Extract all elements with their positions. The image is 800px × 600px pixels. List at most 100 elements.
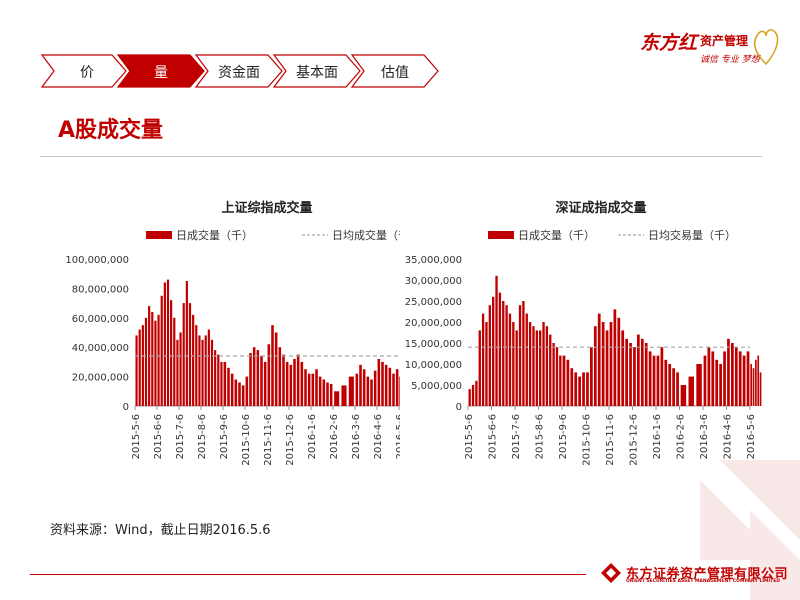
chart-title: 上证综指成交量 <box>221 200 312 216</box>
volume-bar <box>220 361 223 406</box>
y-tick-label: 40,000,000 <box>72 343 129 354</box>
x-tick-label: 2015-5-6 <box>464 414 475 459</box>
x-tick-label: 2015-7-6 <box>511 414 522 459</box>
volume-bar <box>198 335 201 406</box>
volume-bar <box>151 311 154 406</box>
nav-arrow-valuation <box>350 54 439 88</box>
volume-bar <box>249 353 252 406</box>
volume-bar <box>381 361 384 406</box>
volume-bar <box>238 382 241 406</box>
volume-bar <box>593 326 597 406</box>
volume-bar <box>492 296 495 406</box>
volume-bar <box>274 332 278 406</box>
volume-bar <box>373 370 377 406</box>
volume-bar <box>711 351 715 406</box>
volume-bar <box>348 376 354 406</box>
x-tick-label: 2015-7-6 <box>175 414 186 459</box>
volume-bar <box>502 301 505 406</box>
volume-bar <box>210 339 214 406</box>
volume-bar <box>223 361 227 406</box>
volume-bar <box>601 322 605 406</box>
volume-bar <box>727 338 730 406</box>
x-tick-label: 2015-9-6 <box>219 414 230 459</box>
volume-bar <box>637 334 640 406</box>
volume-bar <box>241 385 245 406</box>
y-tick-label: 30,000,000 <box>405 276 462 287</box>
volume-bar <box>676 372 679 406</box>
volume-bar <box>252 347 256 406</box>
volume-bar <box>192 314 195 406</box>
volume-bar <box>214 350 217 406</box>
x-tick-label: 2016-5-6 <box>395 414 400 459</box>
volume-bar <box>715 359 719 406</box>
volume-bar <box>552 343 555 406</box>
x-tick-label: 2015-12-6 <box>285 414 296 466</box>
x-tick-label: 2015-11-6 <box>263 414 274 466</box>
volume-bar <box>478 330 481 406</box>
y-tick-label: 20,000,000 <box>72 373 129 384</box>
volume-bar <box>574 372 578 406</box>
volume-bar <box>539 330 542 406</box>
volume-bar <box>707 347 711 406</box>
volume-bar <box>688 376 694 406</box>
nav-item-price[interactable]: 价 <box>80 65 94 81</box>
volume-bar <box>508 313 512 406</box>
volume-bar <box>648 351 652 406</box>
volume-bar <box>629 343 632 406</box>
x-tick-label: 2016-2-6 <box>676 414 687 459</box>
legend-bar-swatch <box>488 231 514 239</box>
volume-bar <box>512 322 515 406</box>
nav-item-fundamentals[interactable]: 基本面 <box>296 65 338 81</box>
volume-bar <box>256 350 260 406</box>
volume-bar <box>384 364 388 406</box>
nav-arrow-volume <box>116 54 205 88</box>
volume-bar <box>703 355 707 406</box>
chart-title: 深证成指成交量 <box>555 200 646 216</box>
volume-bar <box>271 325 274 406</box>
legend-avg-label: 日均交易量（千） <box>648 228 736 242</box>
company-name: 东方证券资产管理有限公司 <box>626 567 789 582</box>
volume-bar <box>498 292 502 406</box>
y-tick-label: 5,000,000 <box>411 381 462 392</box>
volume-bar <box>562 355 566 406</box>
x-tick-label: 2015-8-6 <box>535 414 546 459</box>
volume-bar <box>468 389 471 406</box>
page-title: A股成交量 <box>58 118 164 143</box>
volume-bar <box>597 313 601 406</box>
volume-bar <box>163 282 166 406</box>
volume-bar <box>138 329 141 406</box>
heart-logo-icon <box>753 29 779 66</box>
volume-bar <box>586 372 589 406</box>
volume-bar <box>179 332 182 406</box>
brand-name: 东方红 <box>640 32 698 54</box>
volume-bar <box>696 364 702 406</box>
volume-bar <box>207 329 210 406</box>
y-tick-label: 25,000,000 <box>405 297 462 308</box>
volume-bar <box>734 347 738 406</box>
volume-bar <box>154 320 157 406</box>
volume-bar <box>395 369 399 406</box>
volume-bar <box>359 364 362 406</box>
volume-bar <box>750 364 752 406</box>
nav-item-valuation[interactable]: 估值 <box>381 65 409 81</box>
y-tick-label: 10,000,000 <box>405 360 462 371</box>
x-tick-label: 2016-1-6 <box>652 414 663 459</box>
background-decoration <box>700 460 800 600</box>
y-tick-label: 0 <box>123 402 129 413</box>
volume-bar <box>195 325 198 406</box>
volume-bar <box>144 317 148 406</box>
nav-item-volume[interactable]: 量 <box>154 65 168 81</box>
x-tick-label: 2015-11-6 <box>605 414 616 466</box>
volume-bar <box>656 355 660 406</box>
volume-bar <box>672 368 675 406</box>
volume-bar <box>399 376 400 406</box>
volume-bar <box>495 275 498 406</box>
volume-bar <box>755 359 757 406</box>
footer-divider <box>30 574 586 575</box>
volume-bar <box>267 344 271 406</box>
volume-bar <box>742 355 746 406</box>
volume-bar <box>392 373 395 406</box>
nav-item-funds[interactable]: 资金面 <box>218 65 260 81</box>
volume-bar <box>204 335 207 406</box>
volume-bar <box>160 295 163 406</box>
